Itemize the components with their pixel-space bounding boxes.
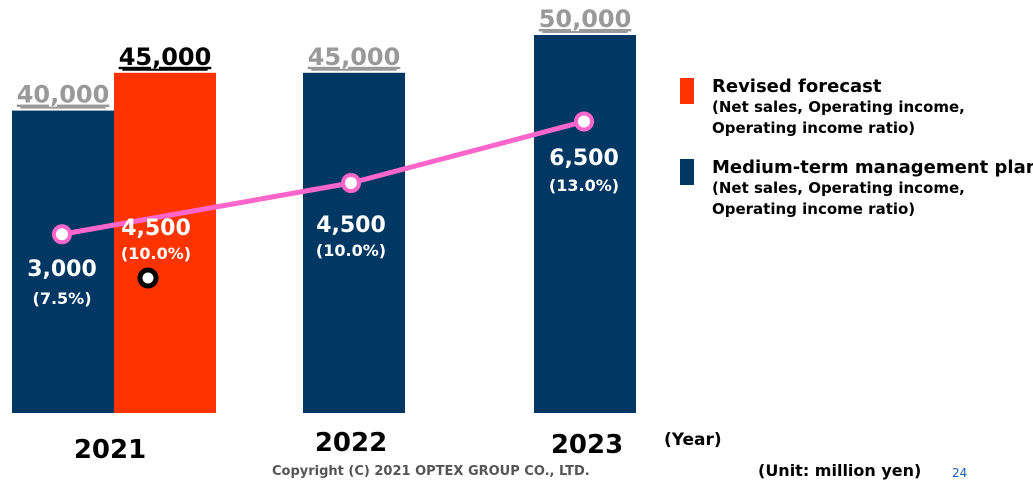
legend-detail-line-1: (Net sales, Operating income, — [712, 179, 965, 197]
category-label-2023: 2023 — [551, 430, 623, 460]
legend-detail-line-2: Operating income ratio) — [712, 200, 916, 218]
operating-income-ratio-label-2021-revised: (10.0%) — [121, 244, 191, 263]
operating-income-ratio-label-2021-plan: (7.5%) — [33, 289, 92, 308]
bar-2021-medium-term-plan — [12, 110, 114, 413]
ratio-point-2022-plan — [341, 173, 361, 193]
legend-title-revised-forecast: Revised forecast — [712, 76, 882, 97]
net-sales-label-2021-revised: 45,000 — [119, 43, 212, 71]
year-axis-unit: (Year) — [664, 430, 722, 450]
legend-swatch-revised-forecast — [680, 78, 694, 104]
category-label-2021: 2021 — [74, 435, 146, 465]
operating-income-ratio-label-2023-plan: (13.0%) — [549, 176, 619, 195]
category-label-2022: 2022 — [315, 428, 387, 458]
legend-detail-line-1: (Net sales, Operating income, — [712, 98, 965, 116]
unit-label: (Unit: million yen) — [758, 461, 922, 480]
bar-2022-medium-term-plan — [303, 72, 405, 414]
legend-detail-line-2: Operating income ratio) — [712, 119, 916, 137]
operating-income-label-2022-plan: 4,500 — [316, 213, 386, 238]
ratio-point-2021-revised — [137, 267, 159, 289]
operating-income-label-2021-revised: 4,500 — [121, 216, 191, 241]
ratio-point-2021-plan — [52, 224, 72, 245]
ratio-point-2023-plan — [574, 111, 594, 132]
net-sales-label-2022-plan: 45,000 — [308, 43, 401, 71]
net-sales-label-2021-plan: 40,000 — [17, 81, 110, 109]
page-number: 24 — [952, 466, 968, 480]
operating-income-ratio-label-2022-plan: (10.0%) — [316, 241, 386, 260]
legend-swatch-medium-term-plan — [680, 159, 694, 185]
copyright-text: Copyright (C) 2021 OPTEX GROUP CO., LTD. — [272, 464, 590, 479]
operating-income-label-2021-plan: 3,000 — [27, 257, 97, 282]
bar-2023-medium-term-plan — [534, 35, 636, 413]
operating-income-label-2023-plan: 6,500 — [549, 146, 619, 171]
bar-2021-revised-forecast — [114, 72, 216, 414]
net-sales-label-2023-plan: 50,000 — [539, 5, 632, 33]
legend-title-medium-term-plan: Medium-term management plan — [712, 157, 1033, 178]
